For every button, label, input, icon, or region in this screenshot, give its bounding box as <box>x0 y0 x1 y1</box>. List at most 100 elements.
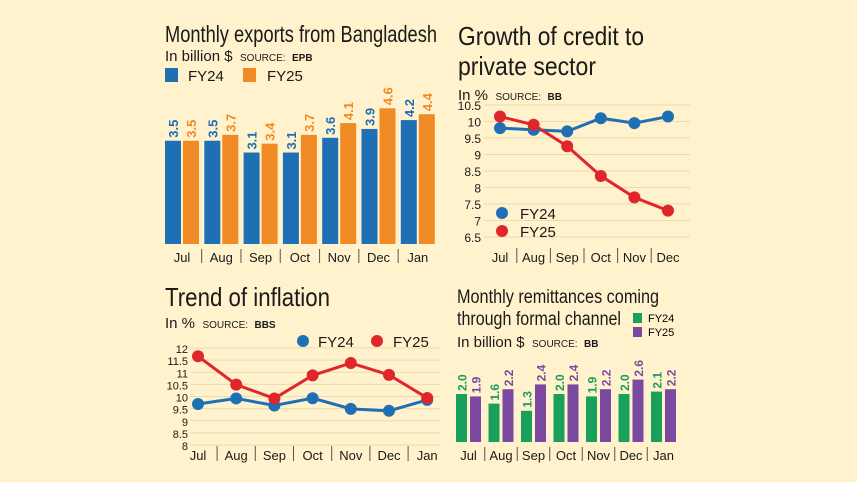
credit-title-line-2: private sector <box>458 51 596 81</box>
x-tick-label: Jul <box>460 448 477 463</box>
x-tick-label: Sep <box>263 448 286 463</box>
legend-fy25-label: FY25 <box>520 224 556 241</box>
bar-fy25-jul <box>183 140 199 244</box>
y-tick-label: 9.5 <box>464 132 481 146</box>
x-tick-label: Nov <box>328 250 352 265</box>
x-tick-label: Nov <box>587 448 611 463</box>
value-label-fy24-jul: 3.5 <box>166 120 181 138</box>
value-label-fy25-jul: 3.5 <box>184 120 199 138</box>
value-label-fy25-sep: 3.4 <box>263 122 278 141</box>
legend-fy25-marker <box>371 335 383 347</box>
remittance-title-line-2: through formal channel <box>457 309 621 330</box>
point-fy24-oct <box>594 112 607 125</box>
exports-subtitle: In billion $ SOURCE: EPB <box>165 48 313 65</box>
point-fy25-nov <box>628 191 641 204</box>
bar-fy24-oct <box>553 394 565 442</box>
y-tick-label: 9 <box>182 417 188 429</box>
y-tick-label: 10.5 <box>458 99 482 113</box>
bar-fy24-nov <box>586 396 597 442</box>
y-tick-label: 8 <box>474 182 481 196</box>
x-tick-label: Aug <box>489 448 512 463</box>
bar-fy24-sep <box>521 410 532 442</box>
bar-fy25-dec <box>632 379 644 442</box>
exports-source: EPB <box>292 53 313 64</box>
credit-title-line-1: Growth of credit to <box>458 21 644 51</box>
bar-fy24-jan <box>651 391 662 442</box>
y-tick-label: 6.5 <box>464 231 481 245</box>
value-label-fy24-oct: 2.0 <box>553 374 567 391</box>
x-tick-label: Dec <box>656 250 680 265</box>
exports-unit: In billion $ <box>165 48 233 65</box>
point-fy25-oct <box>594 169 607 182</box>
x-tick-label: Oct <box>556 448 577 463</box>
point-fy25-jul <box>494 110 506 123</box>
value-label-fy25-nov: 2.2 <box>600 369 614 386</box>
y-tick-label: 12 <box>176 344 188 356</box>
x-tick-label: Sep <box>249 250 272 265</box>
inflation-source-label: SOURCE: <box>202 320 248 331</box>
point-fy24-jul <box>494 122 506 135</box>
credit-chart: Growth of credit to private sector In % … <box>458 21 690 265</box>
value-label-fy24-aug: 1.6 <box>488 384 502 401</box>
bar-fy25-dec <box>379 108 396 244</box>
value-label-fy25-dec: 4.6 <box>381 87 396 105</box>
value-label-fy24-jul: 2.0 <box>456 374 470 391</box>
legend-fy25-swatch <box>243 68 256 82</box>
remittance-source-label: SOURCE: <box>532 339 578 350</box>
value-label-fy24-nov: 1.9 <box>586 376 600 393</box>
point-fy24-jul <box>192 398 204 411</box>
x-tick-label: Oct <box>290 250 311 265</box>
legend-fy25-label: FY25 <box>648 327 674 339</box>
legend-fy24-marker <box>297 335 309 347</box>
bar-fy25-nov <box>600 389 611 442</box>
point-fy24-nov <box>344 402 357 415</box>
legend-fy25-swatch <box>633 327 642 337</box>
y-tick-label: 9 <box>474 149 481 163</box>
credit-subtitle: In % SOURCE: BB <box>458 87 562 104</box>
credit-source-label: SOURCE: <box>495 92 541 103</box>
bar-fy25-jan <box>418 114 435 244</box>
x-tick-label: Jan <box>653 448 674 463</box>
x-tick-label: Oct <box>302 448 323 463</box>
x-tick-label: Jul <box>492 250 509 265</box>
remittance-source: BB <box>584 339 598 350</box>
x-tick-label: Aug <box>225 448 248 463</box>
value-label-fy25-jul: 1.9 <box>470 376 484 393</box>
point-fy24-dec <box>383 404 395 417</box>
legend-fy24-label: FY24 <box>520 206 556 223</box>
x-tick-label: Jul <box>190 448 207 463</box>
bar-fy25-sep <box>261 143 278 244</box>
bar-fy24-aug <box>488 403 500 442</box>
y-tick-label: 11 <box>177 368 188 380</box>
value-label-fy24-dec: 3.9 <box>363 108 378 126</box>
x-tick-label: Aug <box>210 250 233 265</box>
bar-fy24-dec <box>618 394 630 442</box>
bar-fy25-jul <box>470 396 481 442</box>
x-tick-label: Oct <box>591 250 612 265</box>
bar-fy24-sep <box>243 152 260 244</box>
credit-source: BB <box>547 92 561 103</box>
legend-fy24-swatch <box>633 313 642 323</box>
y-tick-label: 10 <box>468 116 482 130</box>
x-tick-label: Jan <box>407 250 428 265</box>
inflation-title: Trend of inflation <box>165 282 330 312</box>
value-label-fy24-jan: 2.1 <box>651 372 665 389</box>
y-tick-label: 9.5 <box>173 405 188 417</box>
credit-unit: In % <box>458 87 488 104</box>
y-tick-label: 10.5 <box>167 380 188 392</box>
remittance-subtitle: In billion $ SOURCE: BB <box>457 334 598 351</box>
point-fy25-sep <box>268 392 281 405</box>
point-fy25-oct <box>306 369 319 382</box>
value-label-fy24-sep: 1.3 <box>521 391 535 408</box>
remittance-title-line-1: Monthly remittances coming <box>457 287 659 308</box>
point-fy25-aug <box>230 378 243 391</box>
bar-fy24-nov <box>322 137 339 244</box>
value-label-fy24-dec: 2.0 <box>618 374 632 391</box>
value-label-fy24-sep: 3.1 <box>245 131 260 149</box>
point-fy24-dec <box>662 110 674 123</box>
bar-fy25-jan <box>665 389 676 442</box>
value-label-fy25-aug: 3.7 <box>223 114 238 132</box>
point-fy24-aug <box>230 392 243 405</box>
